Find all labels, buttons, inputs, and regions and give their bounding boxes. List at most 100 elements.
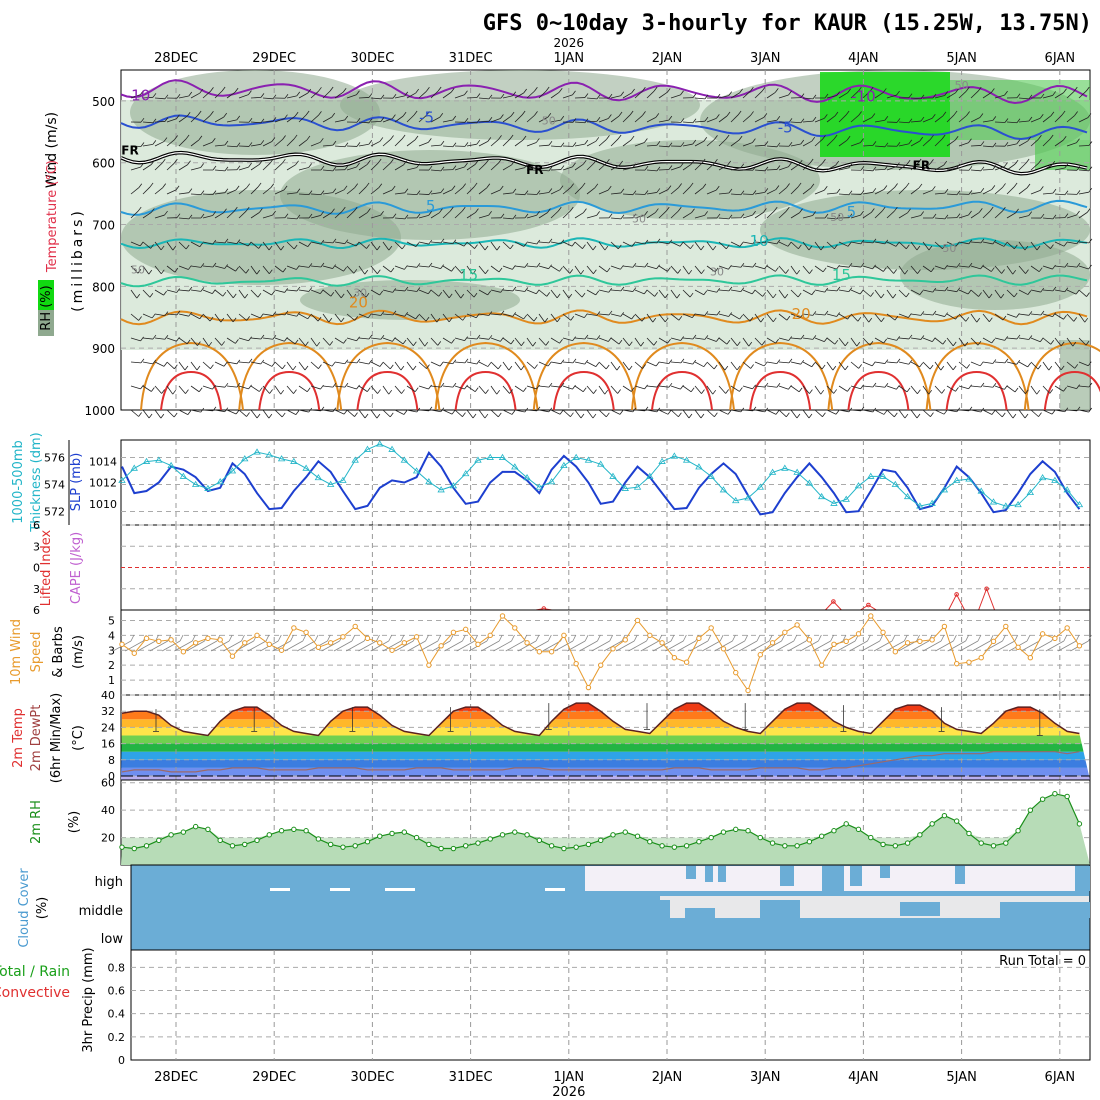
wind10m-line-point	[1052, 635, 1058, 642]
upper-barb	[214, 289, 224, 297]
upper-barb-flag	[149, 182, 154, 188]
upper-barb-flag	[344, 382, 349, 388]
upper-barb	[406, 385, 416, 392]
upper-barb-flag	[920, 116, 925, 122]
upper-barb	[334, 145, 346, 148]
upper-barb	[190, 193, 202, 196]
upper-barb-flag	[595, 137, 600, 142]
upper-barb	[142, 121, 153, 124]
rh-band-top	[130, 70, 380, 155]
upper-barb	[202, 409, 213, 412]
upper-barb-flag	[824, 93, 829, 99]
upper-barb-flag	[236, 359, 241, 365]
upper-barb-flag	[800, 139, 805, 145]
upper-barb	[826, 95, 837, 99]
wind10m-barb-flag	[879, 634, 884, 642]
upper-barb-flag	[1024, 245, 1029, 251]
upper-barb	[418, 265, 429, 268]
upper-barb	[130, 166, 141, 171]
upper-barb	[418, 337, 426, 347]
upper-barb-flag	[462, 412, 466, 417]
upper-barb-flag	[584, 118, 589, 124]
isotherm-25-loop	[336, 341, 441, 411]
upper-barb-flag	[1052, 188, 1057, 194]
upper-barb-flag	[798, 159, 803, 165]
upper-barb-flag	[450, 88, 455, 93]
wind10m-line-point	[512, 625, 518, 631]
upper-barb	[982, 189, 993, 195]
cloud-side-labels: Cloud Cover (%)	[17, 868, 50, 948]
upper-barb	[418, 241, 429, 245]
upper-barb-flag	[356, 142, 361, 147]
rh2m-line-point	[524, 832, 530, 838]
upper-barb-flag	[895, 242, 900, 247]
isotherm-10	[120, 237, 1088, 250]
upper-barb-flag	[764, 264, 768, 270]
wind10m-barb-flag	[989, 634, 994, 642]
upper-barb	[778, 385, 789, 390]
upper-barb-flag	[200, 287, 205, 292]
upper-barb-flag	[138, 183, 143, 188]
upper-barb	[1018, 97, 1029, 100]
rh2m-line-point	[806, 838, 813, 845]
rh-band-low	[900, 240, 1090, 310]
upper-barb	[814, 289, 825, 293]
upper-barb-flag	[390, 267, 395, 273]
wind10m-label-b: Speed	[29, 632, 44, 673]
upper-barb	[682, 289, 691, 298]
thickness-line-point	[204, 484, 212, 491]
upper-barb	[766, 145, 777, 148]
wind10m-barb	[787, 640, 807, 652]
upper-barb	[298, 385, 308, 393]
upper-barb-flag	[524, 163, 529, 168]
upper-barb-flag	[332, 407, 337, 412]
upper-barb-flag	[632, 190, 637, 195]
upper-barb-flag	[163, 362, 168, 367]
upper-barb	[370, 214, 381, 219]
upper-barb	[658, 289, 666, 299]
upper-barb-flag	[823, 114, 828, 119]
upper-barb	[862, 289, 871, 297]
upper-barb-flag	[822, 159, 826, 164]
upper-barb	[286, 265, 297, 270]
upper-barb	[142, 409, 150, 419]
upper-barb	[1030, 337, 1041, 343]
wind10m-barb-flag	[719, 634, 724, 642]
upper-barb	[682, 409, 690, 419]
upper-barb	[130, 361, 141, 364]
upper-barb-flag	[404, 265, 408, 270]
upper-barb-flag	[692, 118, 697, 124]
upper-barb	[526, 142, 537, 147]
wind10m-line-point	[180, 649, 187, 655]
upper-barb	[418, 142, 429, 147]
upper-barb-flag	[809, 158, 814, 164]
upper-barb	[394, 95, 405, 99]
upper-barb	[586, 97, 597, 100]
upper-barb-flag	[1064, 407, 1069, 412]
upper-barb	[478, 241, 486, 251]
upper-barb-flag	[368, 93, 373, 98]
upper-barb-flag	[928, 389, 933, 395]
upper-barb	[442, 91, 452, 99]
upper-barb-flag	[869, 340, 874, 346]
upper-barb-flag	[224, 188, 229, 193]
upper-barb-flag	[584, 359, 589, 365]
upper-barb-flag	[560, 165, 565, 170]
upper-barb	[946, 385, 956, 392]
upper-barb	[154, 385, 162, 394]
wind10m-barb	[849, 640, 868, 652]
rh2m-line-point	[278, 828, 285, 834]
upper-barb-flag	[835, 410, 840, 415]
upper-barb-flag	[200, 213, 205, 219]
upper-barb	[1042, 337, 1052, 345]
li-tick: 6	[33, 519, 40, 532]
upper-barb-flag	[248, 358, 253, 364]
upper-barb-flag	[596, 211, 600, 216]
upper-barb	[694, 140, 704, 147]
upper-barb-flag	[340, 317, 345, 323]
wind10m-line-point	[315, 644, 322, 650]
upper-barb	[898, 143, 909, 147]
upper-barb	[334, 119, 345, 123]
